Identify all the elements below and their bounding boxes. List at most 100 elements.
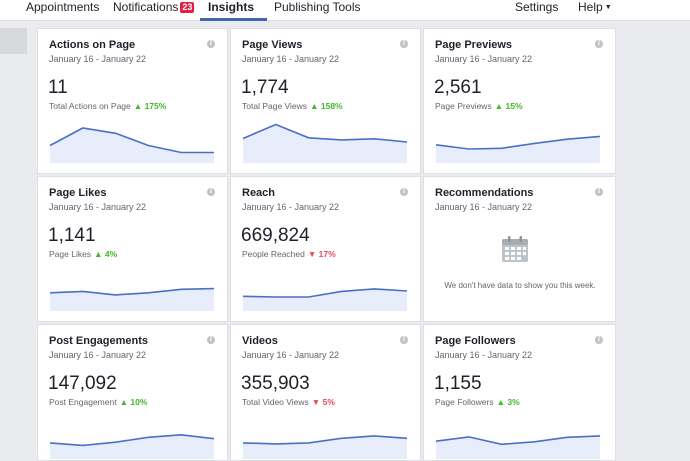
notifications-count-badge: 23 xyxy=(180,2,195,13)
nav-insights[interactable]: Insights xyxy=(208,0,255,14)
nav-help[interactable]: Help ▼ xyxy=(578,0,612,20)
card-page-views[interactable]: Page Views January 16 - January 22 i 1,774 T… xyxy=(230,28,421,174)
sparkline-area xyxy=(243,124,407,163)
nav-notifications-label: Notifications xyxy=(113,0,179,14)
sparkline-line xyxy=(49,433,215,447)
trend-down-icon: ▼ xyxy=(307,249,317,259)
nav-settings[interactable]: Settings xyxy=(515,0,559,14)
card-title: Page Likes xyxy=(49,187,107,199)
sparkline-chart xyxy=(242,123,408,163)
trend-up-icon: ▲ xyxy=(310,101,319,111)
metric-label: Post Engagement xyxy=(49,397,117,407)
trend-up-icon: ▲ xyxy=(496,397,506,407)
info-icon[interactable]: i xyxy=(207,40,215,48)
sparkline-line xyxy=(49,127,214,154)
sparkline-area xyxy=(50,128,214,163)
sparkline-area xyxy=(436,136,600,163)
metric-value: 355,903 xyxy=(241,373,310,394)
metric-value: 1,155 xyxy=(434,373,482,394)
nav-help-label: Help xyxy=(578,0,603,14)
sparkline-chart xyxy=(435,435,601,459)
sparkline-line xyxy=(242,435,408,445)
metric-delta: ▲ 10% xyxy=(120,397,148,407)
sparkline-area xyxy=(50,434,214,459)
info-icon[interactable]: i xyxy=(595,188,603,196)
metric-value: 2,561 xyxy=(434,77,482,98)
card-page-likes[interactable]: Page Likes January 16 - January 22 i 1,141 P… xyxy=(37,176,228,322)
card-title: Videos xyxy=(242,335,278,347)
sparkline-line xyxy=(49,287,215,296)
metric-delta: ▲ 3% xyxy=(497,397,520,407)
metric-label-row: Total Actions on Page ▲ 175% xyxy=(49,101,166,111)
metric-delta-value: 158% xyxy=(320,101,343,111)
sparkline-chart xyxy=(242,435,408,459)
card-page-previews[interactable]: Page Previews January 16 - January 22 i 2,5… xyxy=(423,28,616,174)
sparkline-line xyxy=(242,288,408,298)
metric-delta-value: 4% xyxy=(104,249,118,259)
trend-up-icon: ▲ xyxy=(119,397,128,407)
nav-appointments[interactable]: Appointments xyxy=(26,0,100,14)
metric-delta: ▲ 15% xyxy=(495,101,523,111)
metric-value: 11 xyxy=(48,77,68,98)
metric-label-row: People Reached ▼ 17% xyxy=(242,249,336,259)
metric-delta: ▲ 4% xyxy=(94,249,117,259)
calendar-icon xyxy=(502,236,528,262)
metric-label: Page Followers xyxy=(435,397,494,407)
metric-value: 669,824 xyxy=(241,225,310,246)
metric-label-row: Total Page Views ▲ 158% xyxy=(242,101,343,111)
metric-delta-value: 15% xyxy=(505,101,523,111)
info-icon[interactable]: i xyxy=(207,188,215,196)
metric-value: 1,774 xyxy=(241,77,289,98)
caret-down-icon: ▼ xyxy=(604,4,612,11)
card-date-range: January 16 - January 22 xyxy=(435,54,533,64)
sparkline-chart xyxy=(49,127,214,163)
card-date-range: January 16 - January 22 xyxy=(435,202,533,212)
card-post-engagements[interactable]: Post Engagements January 16 - January 22 i… xyxy=(37,324,228,461)
metric-delta: ▼ 17% xyxy=(308,249,336,259)
metric-label: Total Actions on Page xyxy=(49,101,131,111)
card-actions-on-page[interactable]: Actions on Page January 16 - January 22 i 1… xyxy=(37,28,228,174)
card-date-range: January 16 - January 22 xyxy=(435,350,533,360)
metric-delta-value: 10% xyxy=(130,397,148,407)
metric-label: Page Previews xyxy=(435,101,492,111)
metric-delta: ▲ 175% xyxy=(134,101,167,111)
card-date-range: January 16 - January 22 xyxy=(49,350,147,360)
info-icon[interactable]: i xyxy=(595,40,603,48)
metric-label: Page Likes xyxy=(49,249,92,259)
info-icon[interactable]: i xyxy=(595,336,603,344)
card-title: Post Engagements xyxy=(49,335,149,347)
info-icon[interactable]: i xyxy=(400,40,408,48)
card-date-range: January 16 - January 22 xyxy=(49,54,147,64)
info-icon[interactable]: i xyxy=(400,188,408,196)
card-title: Actions on Page xyxy=(49,39,136,51)
sparkline-chart xyxy=(435,135,601,163)
card-date-range: January 16 - January 22 xyxy=(242,350,340,360)
card-videos[interactable]: Videos January 16 - January 22 i 355,903 Tot… xyxy=(230,324,421,461)
metric-label: Total Video Views xyxy=(242,397,309,407)
metric-label-row: Post Engagement ▲ 10% xyxy=(49,397,147,407)
metric-label: People Reached xyxy=(242,249,305,259)
info-icon[interactable]: i xyxy=(207,336,215,344)
trend-up-icon: ▲ xyxy=(494,101,504,111)
trend-up-icon: ▲ xyxy=(133,101,143,111)
metric-delta: ▲ 158% xyxy=(310,101,343,111)
active-tab-indicator xyxy=(200,18,267,21)
card-page-followers[interactable]: Page Followers January 16 - January 22 i 1,… xyxy=(423,324,616,461)
card-reach[interactable]: Reach January 16 - January 22 i 669,824 Peop… xyxy=(230,176,421,322)
nav-publishing-tools[interactable]: Publishing Tools xyxy=(274,0,361,14)
sparkline-area xyxy=(243,288,407,311)
metric-value: 147,092 xyxy=(48,373,117,394)
sparkline-chart xyxy=(49,287,215,311)
info-icon[interactable]: i xyxy=(400,336,408,344)
sparkline-area xyxy=(50,288,214,311)
metric-delta-value: 3% xyxy=(507,397,520,407)
card-title: Page Followers xyxy=(435,335,516,347)
metric-delta-value: 5% xyxy=(322,397,335,407)
metric-delta-value: 175% xyxy=(144,101,167,111)
nav-notifications[interactable]: Notifications 23 xyxy=(113,0,195,20)
sparkline-chart xyxy=(242,288,408,311)
empty-state-message: We don't have data to show you this week… xyxy=(444,281,596,290)
metric-label: Total Page Views xyxy=(242,101,308,111)
card-recommendations[interactable]: Recommendations January 16 - January 22 i W… xyxy=(423,176,616,322)
card-title: Recommendations xyxy=(435,187,534,199)
